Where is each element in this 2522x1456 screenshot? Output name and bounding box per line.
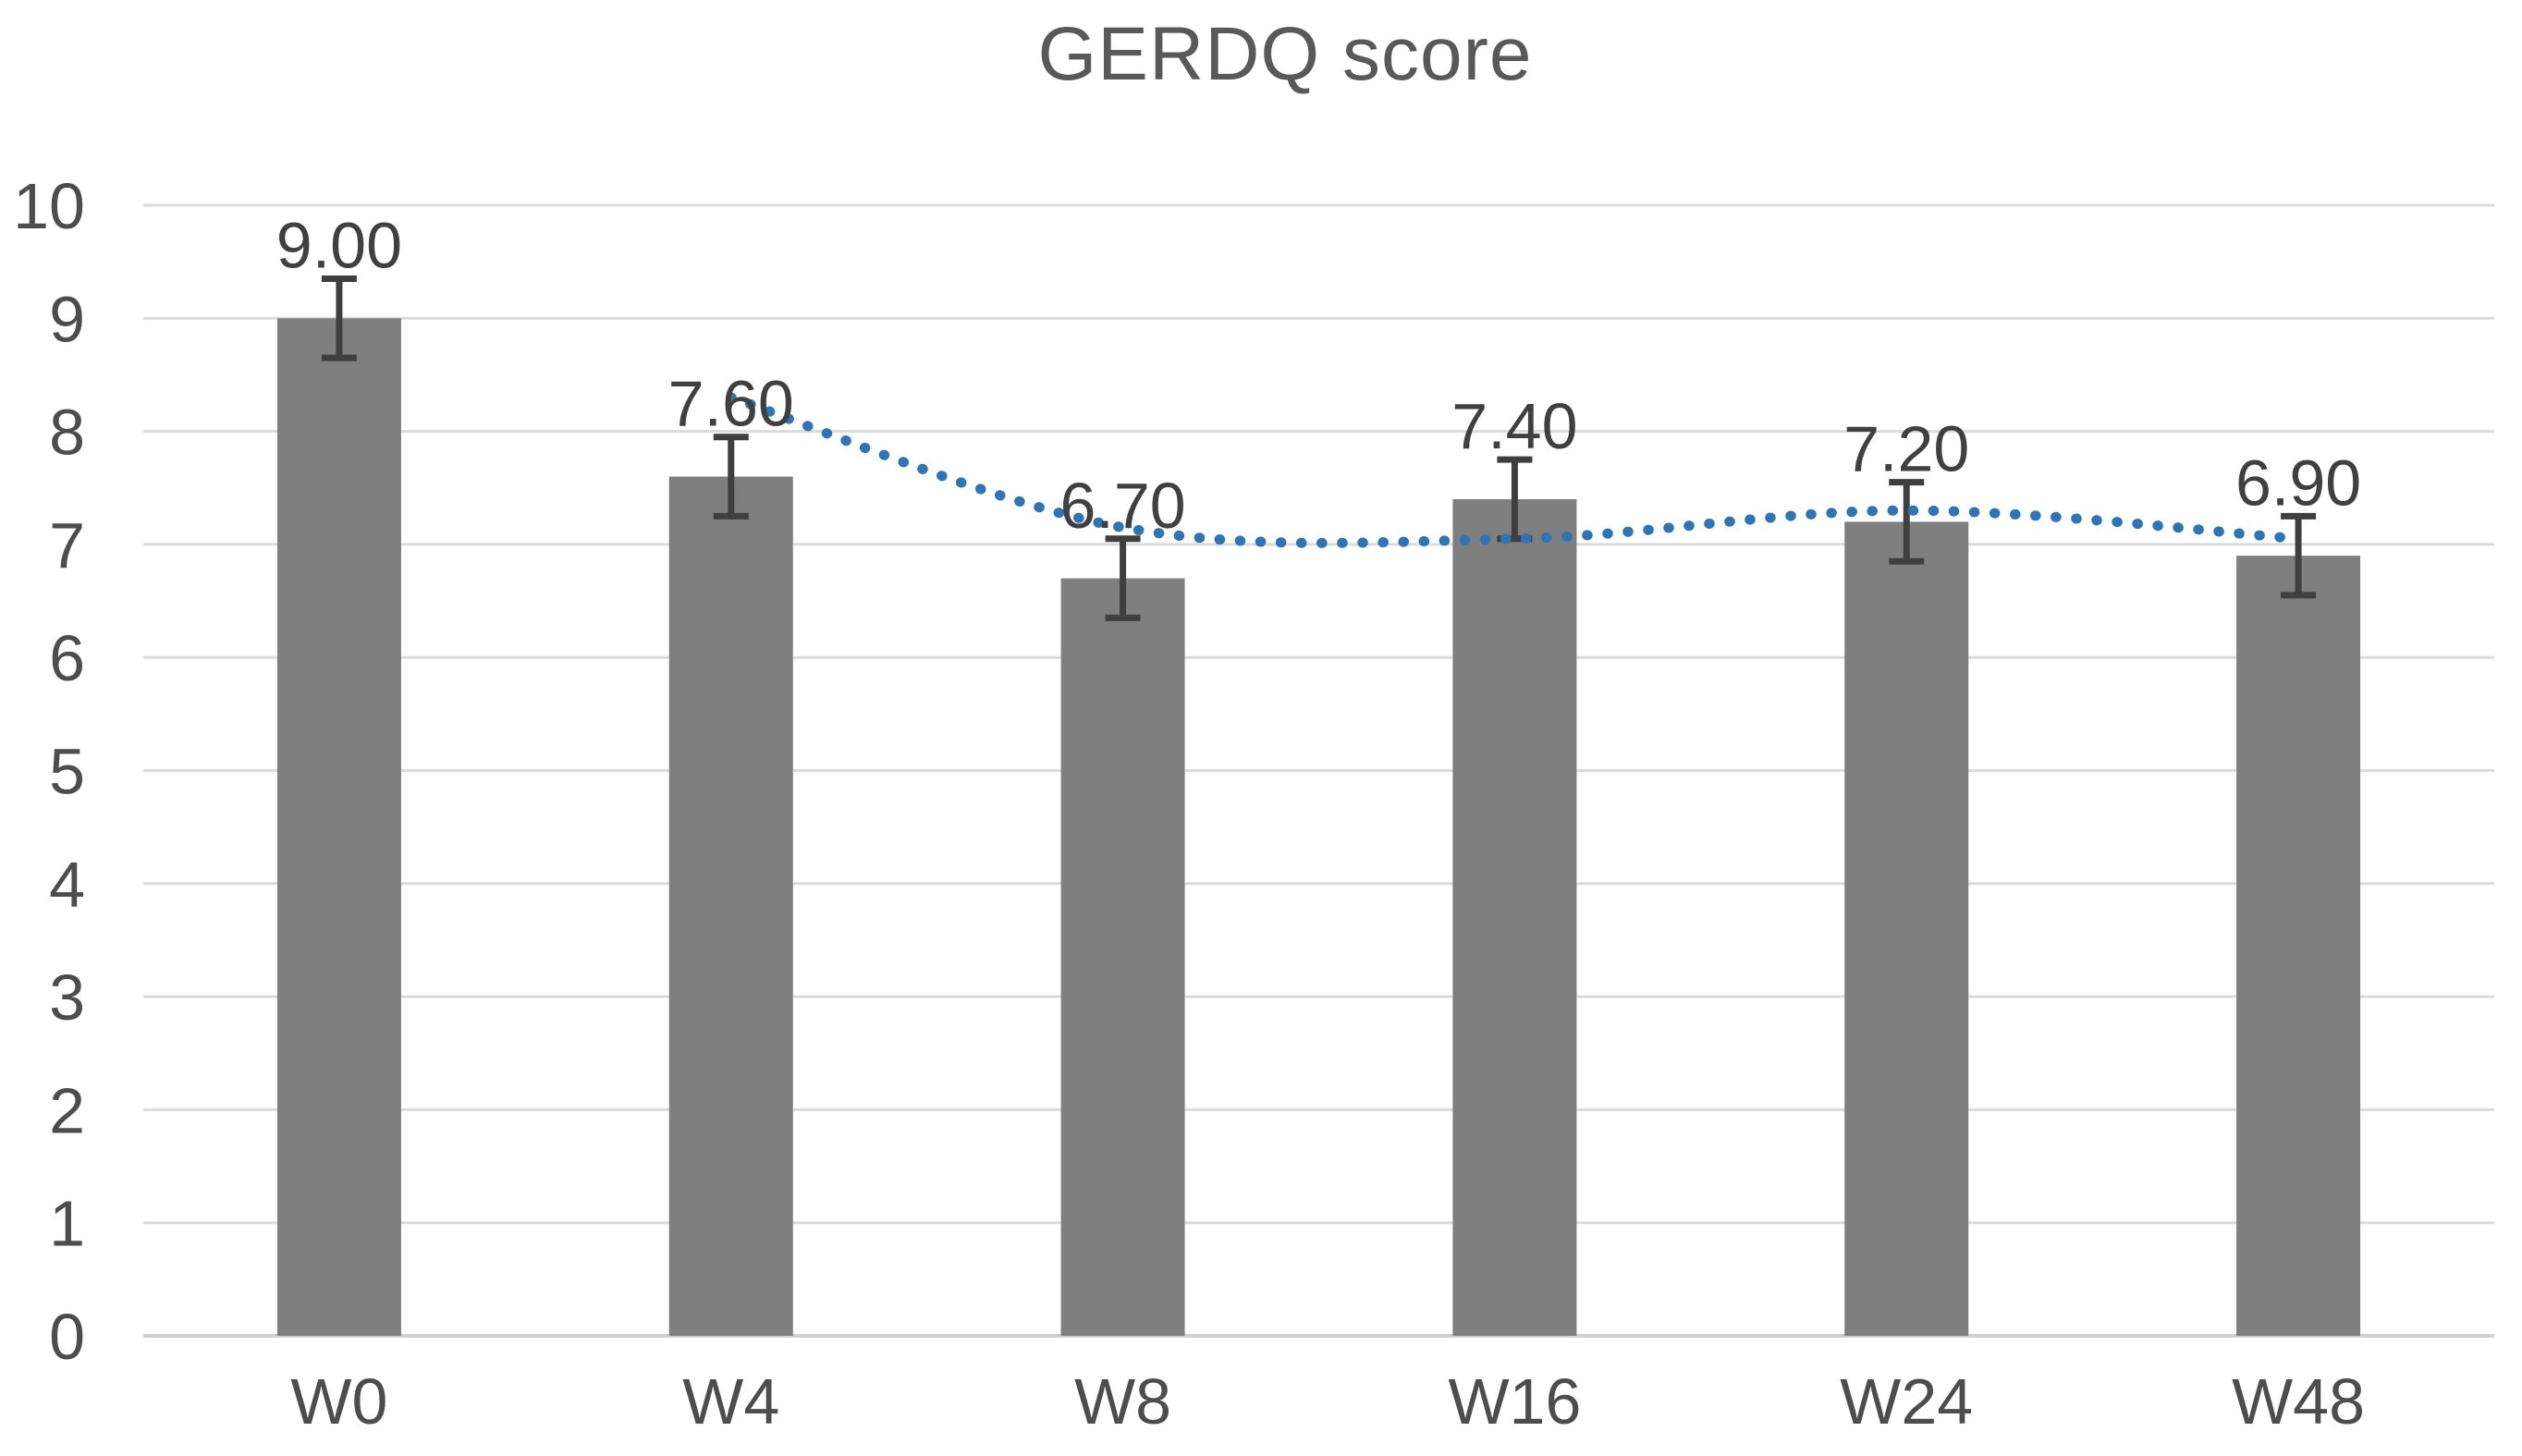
bar-value-label: 7.40 xyxy=(1451,390,1577,462)
y-tick-label: 5 xyxy=(49,736,85,808)
bar-W0 xyxy=(276,318,401,1336)
bar-value-label: 7.20 xyxy=(1843,413,1969,485)
y-tick-label: 8 xyxy=(49,397,85,469)
y-tick-label: 10 xyxy=(13,170,85,242)
x-category-label: W4 xyxy=(682,1365,779,1438)
bar-value-label: 6.70 xyxy=(1059,470,1185,542)
y-tick-label: 1 xyxy=(49,1188,85,1260)
x-category-label: W8 xyxy=(1074,1365,1171,1438)
y-tick-label: 6 xyxy=(49,622,85,694)
chart-title: GERDQ score xyxy=(1037,12,1533,96)
y-tick-label: 0 xyxy=(49,1301,85,1373)
bar-W4 xyxy=(668,476,793,1336)
bar-value-label: 6.90 xyxy=(2235,447,2361,519)
y-tick-label: 7 xyxy=(49,509,85,581)
bar-W16 xyxy=(1452,498,1577,1336)
x-category-label: W48 xyxy=(2232,1365,2365,1438)
bar-W8 xyxy=(1060,578,1185,1336)
y-tick-label: 3 xyxy=(49,961,85,1034)
x-category-label: W0 xyxy=(290,1365,387,1438)
bar-W48 xyxy=(2236,556,2361,1336)
bar-value-label: 7.60 xyxy=(668,368,794,440)
y-tick-label: 9 xyxy=(49,283,85,355)
x-category-label: W16 xyxy=(1448,1365,1581,1438)
bar-value-label: 9.00 xyxy=(276,209,402,281)
trendline-dotted xyxy=(726,392,2304,548)
x-category-label: W24 xyxy=(1840,1365,1973,1438)
y-tick-label: 4 xyxy=(49,849,85,921)
bar-W24 xyxy=(1844,521,1969,1336)
y-tick-label: 2 xyxy=(49,1074,85,1146)
